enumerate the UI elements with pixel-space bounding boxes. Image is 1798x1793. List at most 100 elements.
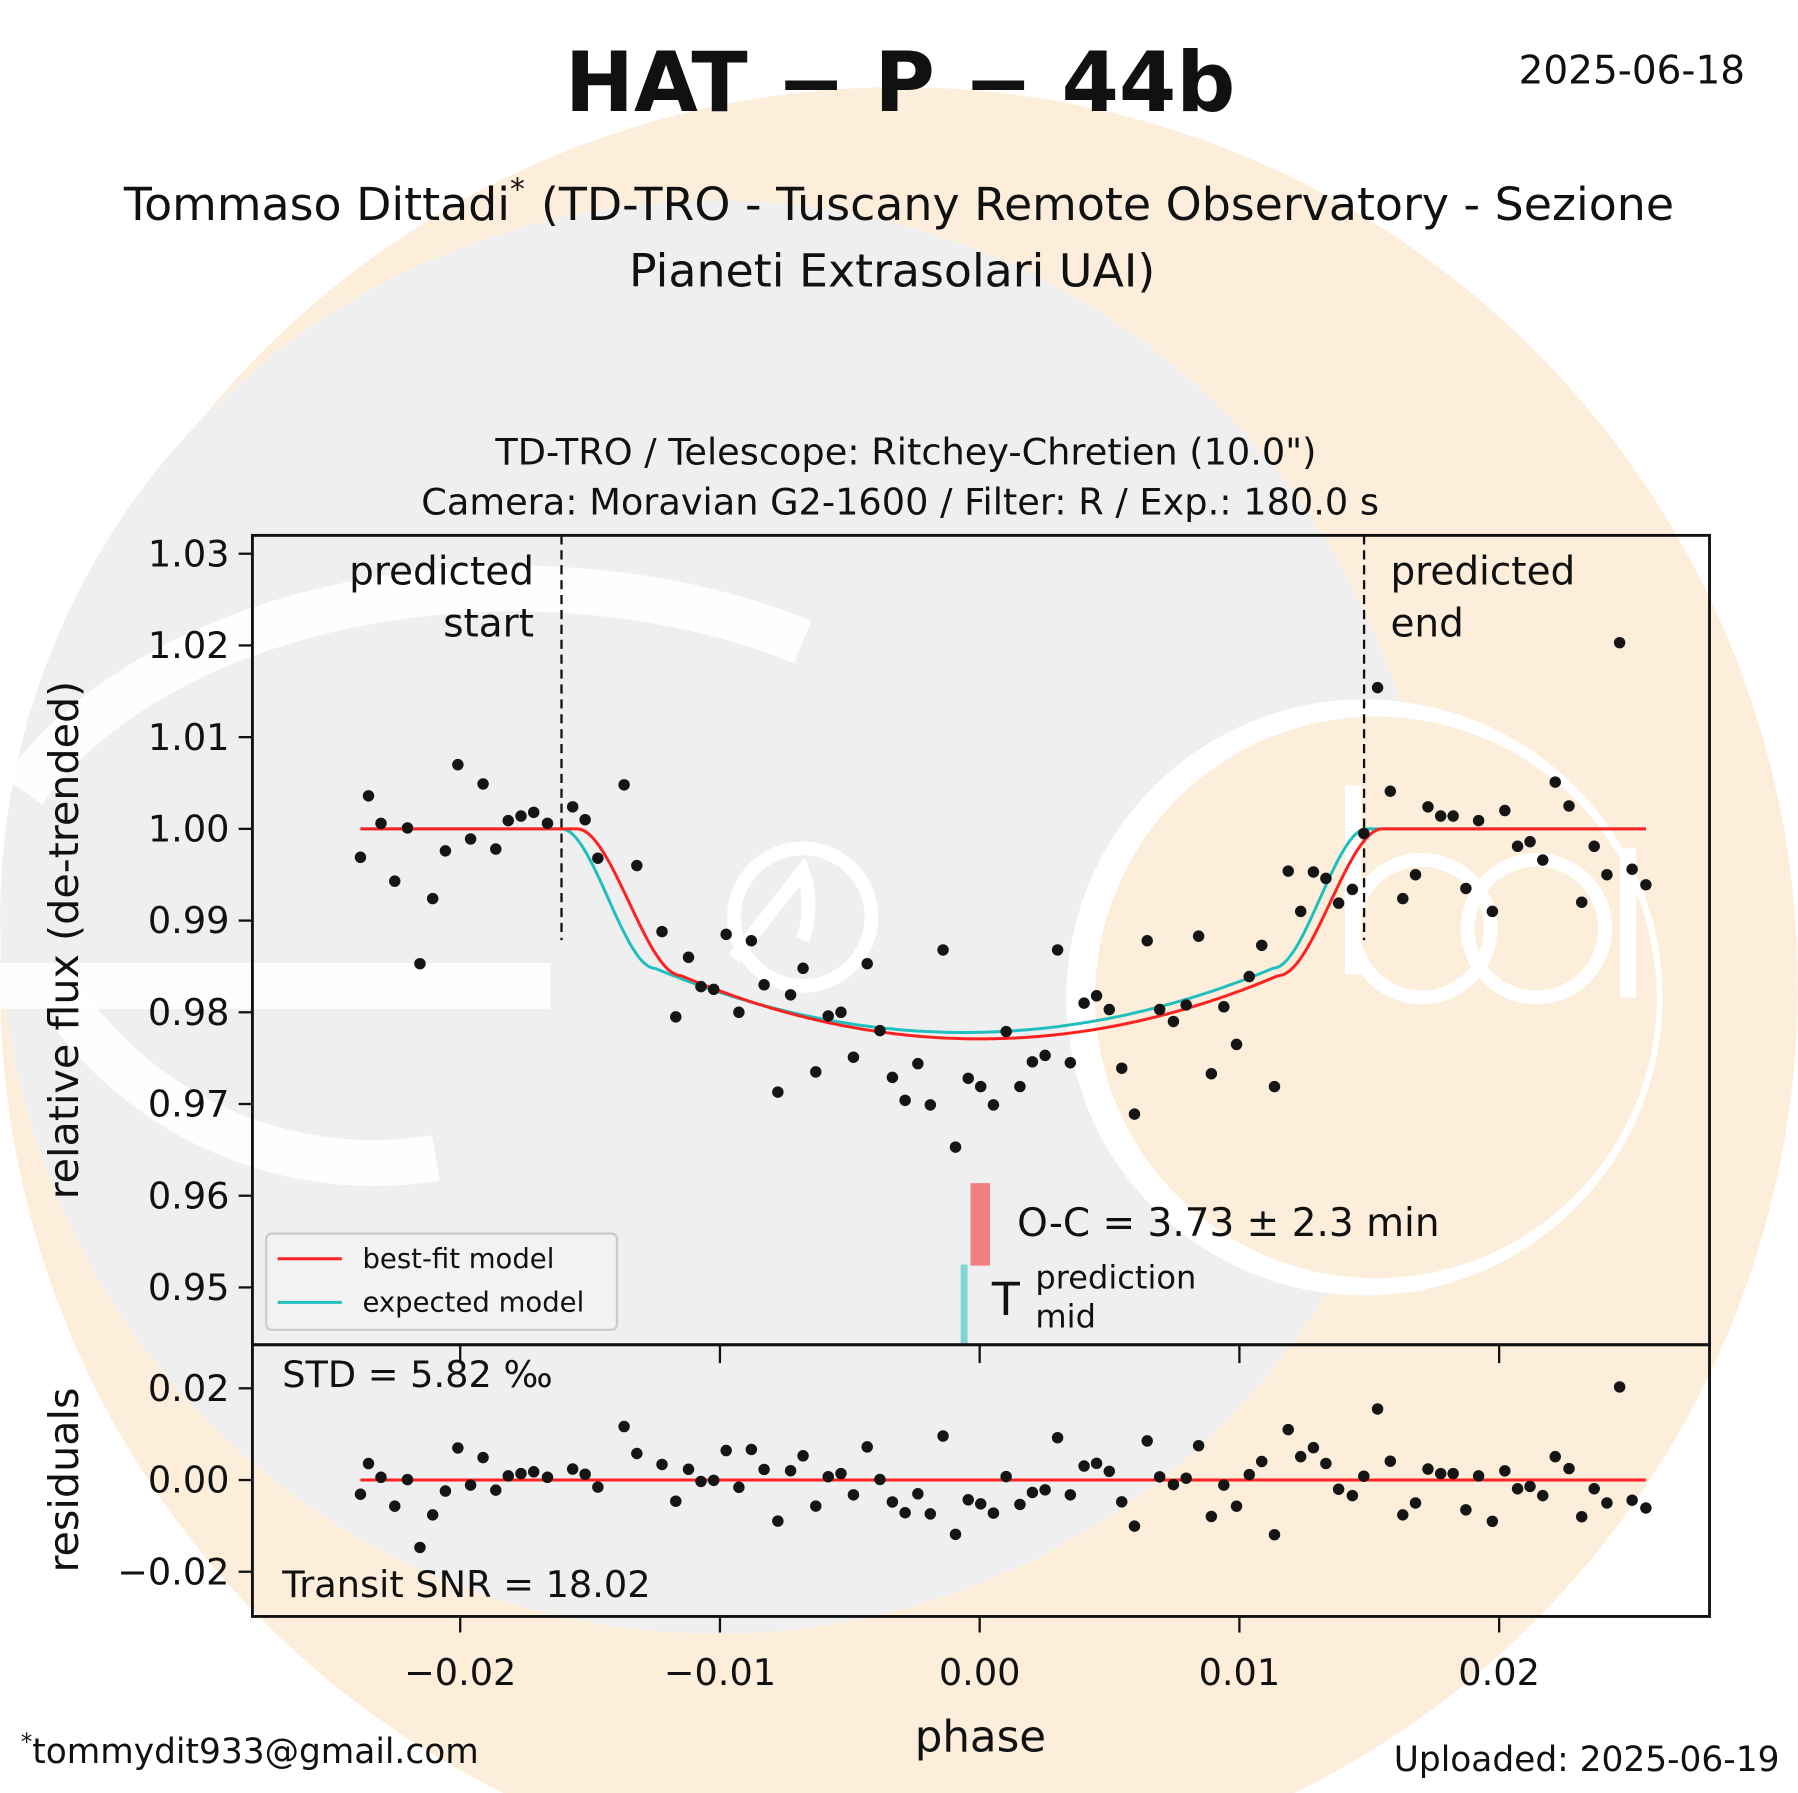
flux-point — [566, 801, 579, 813]
residual-point — [1090, 1457, 1103, 1470]
residual-point — [592, 1481, 604, 1493]
email-text: tommydit933@gmail.com — [32, 1732, 478, 1772]
residual-point — [707, 1474, 720, 1487]
y-tick-label: 1.03 — [148, 532, 230, 575]
flux-point — [1626, 863, 1638, 875]
residual-point — [414, 1541, 426, 1554]
flux-point — [1218, 1001, 1230, 1013]
residuals-y-axis-label: residuals — [40, 1388, 88, 1573]
x-tick-label: −0.01 — [664, 1651, 776, 1694]
flux-point — [784, 989, 797, 1001]
residual-point — [618, 1420, 630, 1433]
residual-point — [861, 1441, 873, 1453]
x-axis-label: phase — [915, 1713, 1046, 1763]
flux-point — [924, 1099, 937, 1111]
residual-point — [1153, 1471, 1166, 1483]
residual-point — [1294, 1450, 1307, 1463]
flux-point — [1358, 827, 1370, 840]
mid-sup-label: prediction — [1035, 1259, 1196, 1297]
flux-point — [1332, 897, 1345, 909]
observatory-line1: (TD-TRO - Tuscany Remote Observatory - S… — [541, 177, 1674, 231]
residual-point — [1000, 1470, 1012, 1483]
residual-point — [937, 1430, 949, 1442]
flux-point — [362, 790, 375, 802]
flux-point — [1243, 970, 1256, 983]
residual-point — [1268, 1528, 1281, 1541]
flux-point — [912, 1057, 924, 1070]
legend-box — [265, 1232, 619, 1331]
flux-point — [401, 822, 414, 834]
residual-point — [1026, 1486, 1039, 1499]
flux-point — [1409, 868, 1422, 881]
residual-point — [772, 1515, 784, 1527]
flux-point — [592, 852, 604, 864]
flux-point — [1090, 990, 1103, 1002]
flux-point — [1205, 1068, 1218, 1080]
y-tick-label: 1.02 — [148, 624, 230, 667]
residual-point — [1128, 1520, 1141, 1532]
predicted-mid-marker — [960, 1264, 968, 1345]
residual-point — [426, 1509, 439, 1521]
flux-point — [618, 779, 630, 791]
residual-point — [758, 1463, 770, 1476]
flux-point — [835, 1006, 847, 1019]
residual-point — [1282, 1423, 1294, 1436]
flux-point — [1000, 1025, 1012, 1038]
residual-point — [502, 1470, 514, 1482]
residuals-y-tick-label: 0.02 — [148, 1367, 230, 1410]
residual-point — [822, 1470, 834, 1483]
residual-point — [656, 1458, 668, 1471]
flux-point — [822, 1010, 834, 1022]
flux-point — [949, 1141, 962, 1153]
residual-point — [810, 1500, 822, 1512]
flux-point — [1549, 776, 1561, 788]
flux-point — [937, 944, 949, 956]
residual-point — [1218, 1479, 1230, 1491]
residual-point — [1078, 1460, 1090, 1472]
flux-point — [1384, 785, 1397, 797]
residual-point — [1371, 1403, 1384, 1415]
flux-point — [861, 957, 873, 970]
flux-point — [1371, 681, 1384, 694]
y-tick-label: 0.98 — [148, 991, 230, 1034]
residual-point — [847, 1489, 860, 1501]
residual-point — [974, 1498, 987, 1510]
residual-point — [1447, 1467, 1459, 1480]
residual-point — [1397, 1509, 1409, 1521]
flux-point — [745, 935, 758, 947]
residual-point — [1384, 1455, 1397, 1467]
flux-point — [1051, 944, 1064, 956]
residual-point — [1601, 1497, 1613, 1509]
residual-point — [797, 1450, 809, 1462]
residual-point — [1051, 1431, 1064, 1444]
oc-text: O-C = 3.73 ± 2.3 min — [1017, 1201, 1440, 1246]
residual-point — [1460, 1504, 1472, 1516]
flux-point — [1397, 892, 1409, 905]
residual-point — [1205, 1510, 1218, 1523]
residual-point — [401, 1473, 414, 1486]
flux-point — [1256, 939, 1268, 952]
chart-subtitle-1: TD-TRO / Telescope: Ritchey-Chretien (10… — [494, 430, 1316, 473]
residual-point — [962, 1494, 974, 1506]
residual-point — [1640, 1502, 1652, 1514]
flux-point — [1499, 804, 1511, 817]
legend-label: expected model — [362, 1287, 584, 1319]
y-tick-label: 1.00 — [148, 807, 230, 850]
residual-point — [1549, 1450, 1561, 1463]
y-tick-label: 0.99 — [148, 899, 230, 942]
residual-point — [745, 1443, 758, 1456]
footer-email: *tommydit933@gmail.com — [21, 1729, 479, 1772]
legend-label: best-fit model — [362, 1243, 554, 1275]
residual-point — [1511, 1483, 1524, 1495]
flux-point — [541, 817, 554, 830]
observation-date: 2025-06-18 — [1519, 49, 1745, 94]
flux-point — [631, 859, 643, 872]
flux-point — [1078, 997, 1090, 1009]
residual-point — [720, 1444, 732, 1457]
mid-T-label: T — [991, 1272, 1021, 1326]
residual-point — [1332, 1483, 1345, 1495]
residual-point — [835, 1467, 847, 1480]
x-tick-label: 0.01 — [1199, 1651, 1281, 1694]
residual-point — [631, 1447, 643, 1460]
flux-point — [974, 1080, 987, 1093]
